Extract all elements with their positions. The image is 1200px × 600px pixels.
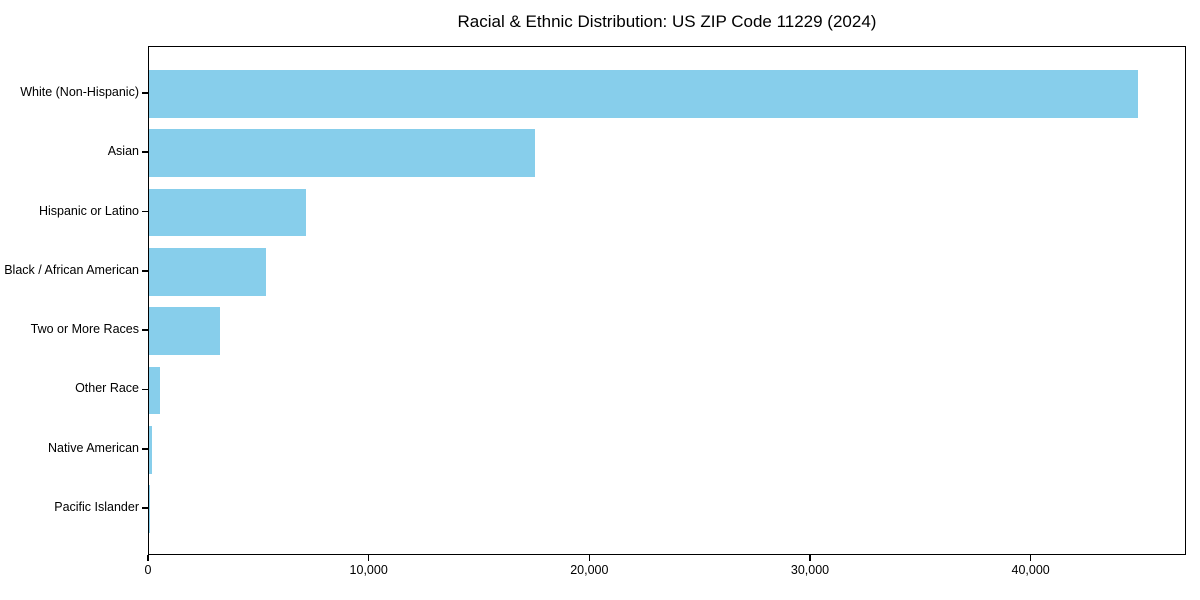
bar xyxy=(149,188,306,237)
bar xyxy=(149,248,266,296)
y-tick-mark xyxy=(142,388,148,391)
bar xyxy=(149,366,161,415)
bar xyxy=(149,485,150,533)
y-tick-label: White (Non-Hispanic) xyxy=(20,84,139,99)
y-tick-mark xyxy=(142,92,148,94)
x-tick-label: 30,000 xyxy=(790,563,830,577)
y-tick-label: Native American xyxy=(47,440,139,455)
x-tick-label: 20,000 xyxy=(570,563,609,577)
bar xyxy=(149,70,1138,118)
bar xyxy=(149,426,152,474)
bar xyxy=(149,129,536,177)
x-tick-label: 10,000 xyxy=(349,563,388,577)
y-tick-mark xyxy=(142,210,148,213)
y-tick-mark xyxy=(142,270,148,272)
y-tick-label: Black / African American xyxy=(4,262,139,277)
x-tick-label: 0 xyxy=(144,563,152,577)
x-tick-label: 40,000 xyxy=(1011,563,1050,577)
y-tick-mark xyxy=(142,448,148,450)
y-tick-label: Two or More Races xyxy=(30,322,139,337)
x-tick-mark xyxy=(588,555,591,561)
bar xyxy=(149,307,220,355)
chart-title: Racial & Ethnic Distribution: US ZIP Cod… xyxy=(457,12,877,31)
y-tick-mark xyxy=(142,329,148,331)
plot-area xyxy=(148,46,1186,555)
y-tick-mark xyxy=(142,151,148,153)
y-tick-label: Other Race xyxy=(75,381,139,396)
y-tick-mark xyxy=(142,507,148,509)
x-tick-mark xyxy=(367,555,370,561)
y-tick-label: Hispanic or Latino xyxy=(38,203,139,218)
y-tick-label: Pacific Islander xyxy=(54,500,139,515)
y-tick-label: Asian xyxy=(107,144,139,159)
x-tick-mark xyxy=(1029,555,1032,561)
x-tick-mark xyxy=(809,555,811,561)
x-tick-mark xyxy=(147,555,149,561)
